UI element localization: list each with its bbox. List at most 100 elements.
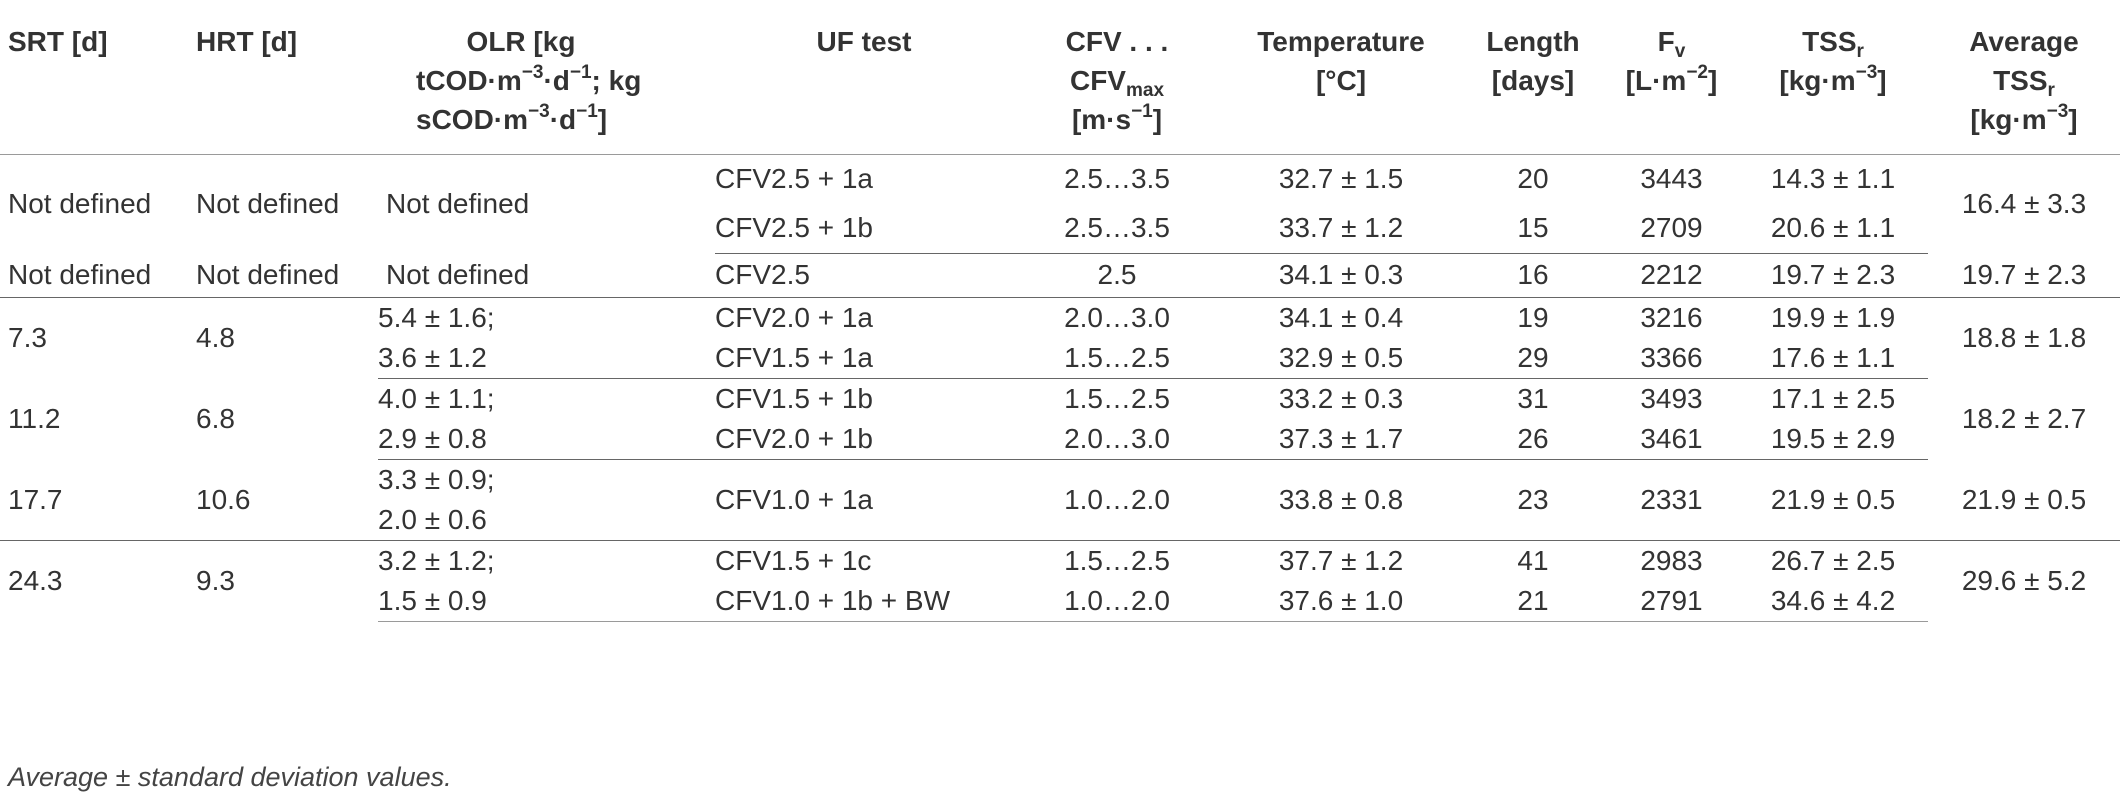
header-cfv-line1: CFV . . .: [1065, 26, 1169, 57]
table-body: Not defined Not defined Not defined CFV2…: [0, 154, 2120, 622]
uf-test-cell: CFV1.5 + 1c: [715, 545, 872, 576]
data-table-container: SRT [d] HRT [d] OLR [kg tCOD·m−3·d−1; kg…: [0, 0, 2120, 622]
tssr-cell: 19.7 ± 2.3: [1738, 253, 1928, 298]
table-row: 11.2 6.8 4.0 ± 1.1; CFV1.5 + 1b 1.5…2.5 …: [0, 379, 2120, 434]
fv-cell: 2212: [1605, 253, 1738, 298]
header-fv-sup: −2: [1686, 62, 1708, 83]
table-row: Not defined Not defined Not defined CFV2…: [0, 154, 2120, 219]
length-cell: 21: [1461, 581, 1605, 622]
cfv-cell: 2.0…3.0: [1013, 419, 1221, 460]
uf-test-cell: CFV1.5 + 1b: [715, 383, 873, 414]
header-tssr-line2: [kg·m−3]: [1738, 61, 1928, 100]
tssr-cell: 14.3 ± 1.1: [1770, 163, 1896, 194]
header-tssr-line1: TSSr: [1738, 22, 1928, 61]
uf-test-cell: CFV2.0 + 1b: [715, 419, 1013, 460]
header-length: Length [days]: [1461, 0, 1605, 154]
average-tssr-cell: 29.6 ± 5.2: [1961, 565, 2087, 597]
cfv-cell: 2.5…3.5: [1064, 163, 1170, 194]
tssr-cell: 19.5 ± 2.9: [1738, 419, 1928, 460]
average-tssr-cell: 19.7 ± 2.3: [1928, 253, 2120, 298]
table-row: 1.5 ± 0.9 CFV1.0 + 1b + BW 1.0…2.0 37.6 …: [0, 581, 2120, 622]
hrt-cell: 9.3: [196, 565, 235, 597]
data-table: SRT [d] HRT [d] OLR [kg tCOD·m−3·d−1; kg…: [0, 0, 2120, 622]
table-row: 2.9 ± 0.8 CFV2.0 + 1b 2.0…3.0 37.3 ± 1.7…: [0, 419, 2120, 460]
fv-cell: 3461: [1605, 419, 1738, 460]
hrt-cell: Not defined: [188, 253, 378, 298]
header-tssr-sup: −3: [1855, 62, 1878, 83]
tssr-cell: 19.9 ± 1.9: [1770, 302, 1896, 333]
olr-cell: 2.9 ± 0.8: [378, 419, 715, 460]
fv-cell: 3443: [1640, 163, 1703, 194]
header-fv-line2: [L·m−2]: [1605, 61, 1738, 100]
olr-line: 4.0 ± 1.1;: [378, 383, 495, 414]
uf-test-cell: CFV1.0 + 1a: [715, 459, 1013, 541]
header-cfv-line2: CFVmax: [1013, 61, 1221, 100]
header-temperature: Temperature [°C]: [1221, 0, 1461, 154]
temperature-cell: 33.2 ± 0.3: [1278, 383, 1404, 414]
header-srt-label: SRT [d]: [8, 26, 108, 57]
olr-line: 1.5 ± 0.9: [378, 585, 487, 616]
table-header: SRT [d] HRT [d] OLR [kg tCOD·m−3·d−1; kg…: [0, 0, 2120, 154]
header-avg-text: ]: [2068, 104, 2078, 135]
table-row: 7.3 4.8 5.4 ± 1.6; CFV2.0 + 1a 2.0…3.0 3…: [0, 298, 2120, 353]
tssr-cell: 17.6 ± 1.1: [1738, 338, 1928, 379]
cfv-cell: 1.0…2.0: [1013, 459, 1221, 541]
header-cfv-text: CFV: [1069, 65, 1126, 96]
header-cfv-text: [m·s: [1071, 104, 1132, 135]
length-cell: 23: [1461, 459, 1605, 541]
header-length-line2: [days]: [1491, 65, 1575, 96]
table-row: 3.6 ± 1.2 CFV1.5 + 1a 1.5…2.5 32.9 ± 0.5…: [0, 338, 2120, 379]
header-cfv-text: ]: [1152, 104, 1163, 135]
header-uf-label: UF test: [816, 26, 912, 57]
tssr-cell: 34.6 ± 4.2: [1738, 581, 1928, 622]
fv-cell: 2331: [1605, 459, 1738, 541]
fv-cell: 3493: [1640, 383, 1703, 414]
srt-cell: Not defined: [8, 187, 152, 219]
header-avg-sub: r: [2047, 80, 2055, 101]
olr-cell: 3.6 ± 1.2: [378, 338, 715, 379]
olr-cell: 1.5 ± 0.9: [378, 581, 715, 622]
header-fv-text: F: [1657, 26, 1675, 57]
hrt-cell: Not defined: [196, 187, 340, 219]
tssr-cell: 20.6 ± 1.1: [1738, 203, 1928, 254]
temperature-cell: 37.6 ± 1.0: [1221, 581, 1461, 622]
header-tssr-text: TSS: [1802, 26, 1857, 57]
length-cell: 31: [1517, 383, 1549, 414]
uf-test-cell: CFV1.5 + 1a: [715, 338, 1013, 379]
average-tssr-cell: 16.4 ± 3.3: [1961, 187, 2087, 219]
header-uf-test: UF test: [715, 0, 1013, 154]
olr-line: 2.9 ± 0.8: [378, 423, 487, 454]
table-row: CFV2.5 + 1b 2.5…3.5 33.7 ± 1.2 15 2709 2…: [0, 203, 2120, 254]
uf-test-cell: CFV2.5: [715, 253, 1013, 298]
olr-cell: 5.4 ± 1.6;: [378, 298, 715, 339]
header-fv-text: [L·m: [1625, 65, 1687, 96]
header-olr-text: ·d: [549, 104, 577, 135]
header-row: SRT [d] HRT [d] OLR [kg tCOD·m−3·d−1; kg…: [0, 0, 2120, 154]
header-olr-text: sCOD·m: [416, 104, 529, 135]
header-tssr-text: ]: [1877, 65, 1887, 96]
header-avg-text: TSS: [1993, 65, 2048, 96]
cfv-cell: 2.5: [1013, 253, 1221, 298]
header-tssr-text: [kg·m: [1779, 65, 1856, 96]
table-row: Not defined Not defined Not defined CFV2…: [0, 253, 2120, 298]
srt-cell: 24.3: [8, 565, 63, 597]
header-olr-text: ·d: [543, 65, 570, 96]
tssr-cell: 17.1 ± 2.5: [1770, 383, 1896, 414]
header-olr-text: ]: [597, 104, 608, 135]
header-cfv-line3: [m·s−1]: [1013, 100, 1221, 139]
olr-cell: 3.3 ± 0.9; 2.0 ± 0.6: [378, 459, 715, 541]
temperature-cell: 32.7 ± 1.5: [1278, 163, 1404, 194]
cfv-cell: 2.0…3.0: [1064, 302, 1170, 333]
header-srt: SRT [d]: [0, 0, 188, 154]
header-fv-line1: Fv: [1605, 22, 1738, 61]
length-cell: 20: [1517, 163, 1549, 194]
header-fv: Fv [L·m−2]: [1605, 0, 1738, 154]
header-olr-sup: −3: [528, 101, 550, 122]
header-hrt-label: HRT [d]: [196, 26, 298, 57]
fv-cell: 2791: [1605, 581, 1738, 622]
fv-cell: 2709: [1605, 203, 1738, 254]
fv-cell: 2983: [1640, 545, 1703, 576]
temperature-cell: 37.3 ± 1.7: [1221, 419, 1461, 460]
header-avg-line1: Average: [1969, 26, 2079, 57]
header-fv-sub: v: [1674, 41, 1686, 62]
